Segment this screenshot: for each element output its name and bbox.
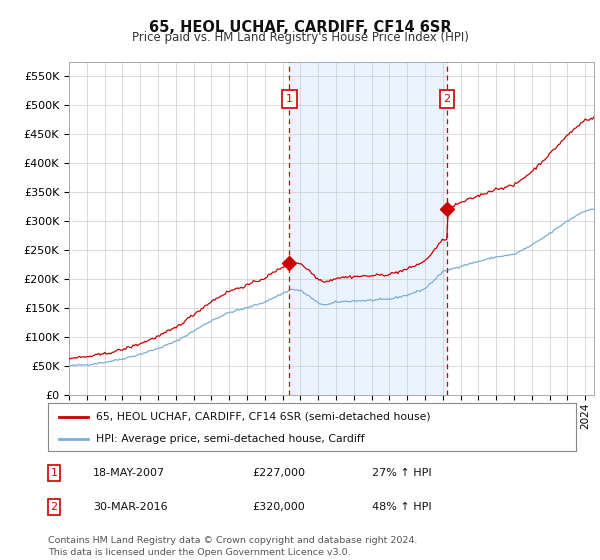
Text: 48% ↑ HPI: 48% ↑ HPI (372, 502, 431, 512)
Text: Price paid vs. HM Land Registry's House Price Index (HPI): Price paid vs. HM Land Registry's House … (131, 31, 469, 44)
Text: £320,000: £320,000 (252, 502, 305, 512)
Bar (289, 62, 447, 395)
Text: 30-MAR-2016: 30-MAR-2016 (93, 502, 167, 512)
Text: 2: 2 (50, 502, 58, 512)
Text: 18-MAY-2007: 18-MAY-2007 (93, 468, 165, 478)
Text: £227,000: £227,000 (252, 468, 305, 478)
Text: 1: 1 (50, 468, 58, 478)
Text: 65, HEOL UCHAF, CARDIFF, CF14 6SR (semi-detached house): 65, HEOL UCHAF, CARDIFF, CF14 6SR (semi-… (95, 412, 430, 422)
Text: Contains HM Land Registry data © Crown copyright and database right 2024.
This d: Contains HM Land Registry data © Crown c… (48, 536, 418, 557)
Text: 65, HEOL UCHAF, CARDIFF, CF14 6SR: 65, HEOL UCHAF, CARDIFF, CF14 6SR (149, 20, 451, 35)
Text: 2: 2 (443, 94, 451, 104)
Text: 1: 1 (286, 94, 293, 104)
Text: 27% ↑ HPI: 27% ↑ HPI (372, 468, 431, 478)
Text: HPI: Average price, semi-detached house, Cardiff: HPI: Average price, semi-detached house,… (95, 434, 364, 444)
